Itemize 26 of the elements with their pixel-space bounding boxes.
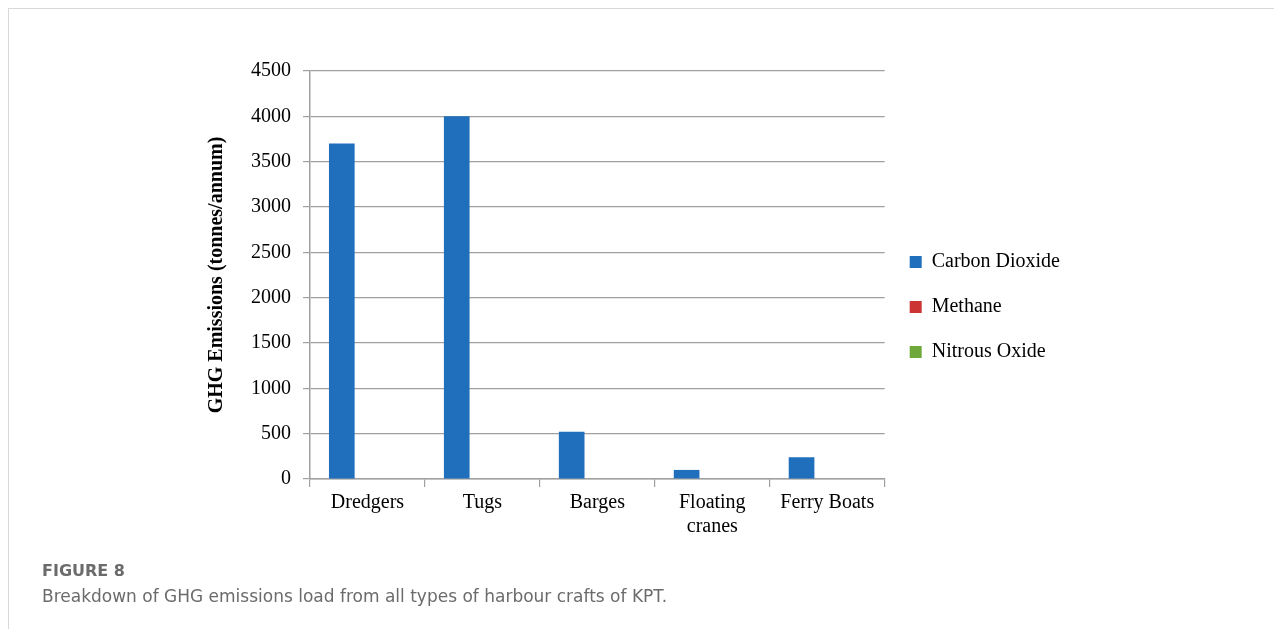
x-tick-label: Dredgers: [330, 490, 405, 514]
bar: [558, 431, 585, 479]
y-tick-label: 2500: [251, 239, 291, 262]
y-tick-label: 2000: [251, 284, 291, 307]
legend-label: Methane: [931, 294, 1002, 317]
x-tick-label: Barges: [569, 490, 626, 514]
caption: FIGURE 8: [42, 560, 126, 582]
x-tick-label: Ferry Boats: [780, 490, 875, 514]
y-tick-label: 4000: [251, 103, 291, 126]
bar: [443, 116, 470, 479]
y-tick-label: 4500: [251, 58, 291, 81]
y-tick-label: 3000: [251, 194, 291, 217]
x-tick-label: Tugs: [462, 490, 503, 514]
bar: [673, 469, 700, 479]
x-tick-label: Floating cranes: [678, 490, 746, 537]
y-tick-label: 1500: [251, 330, 291, 353]
y-tick-label: 3500: [251, 148, 291, 171]
y-tick-label: 0: [281, 466, 291, 489]
y-axis-title: GHG Emissions (tonnes/annum): [204, 136, 228, 414]
legend-label: Nitrous Oxide: [931, 339, 1046, 362]
bar: [328, 143, 355, 479]
y-tick-label: 500: [261, 420, 291, 443]
bar: [788, 457, 815, 479]
text: Breakdown of GHG emissions load from all types of harbour crafts of KPT.: [42, 585, 668, 608]
legend-label: Carbon Dioxide: [931, 249, 1061, 272]
y-tick-label: 1000: [251, 375, 291, 398]
